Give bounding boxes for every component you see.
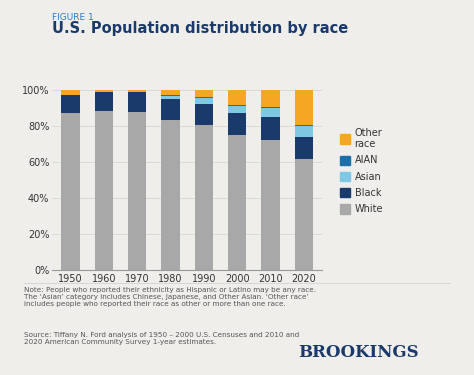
Bar: [262, 140, 280, 270]
Bar: [195, 104, 213, 126]
Text: Source: Tiffany N. Ford analysis of 1950 – 2000 U.S. Censuses and 2010 and
2020 : Source: Tiffany N. Ford analysis of 1950…: [24, 332, 299, 345]
Bar: [195, 90, 213, 97]
Bar: [295, 137, 313, 159]
Bar: [61, 90, 80, 94]
Bar: [95, 111, 113, 270]
Bar: [95, 92, 113, 111]
Bar: [161, 90, 180, 95]
Bar: [295, 90, 313, 125]
Text: Note: People who reported their ethnicity as Hispanic or Latino may be any race.: Note: People who reported their ethnicit…: [24, 287, 316, 307]
Bar: [195, 99, 213, 104]
Bar: [128, 90, 146, 92]
Text: U.S. Population distribution by race: U.S. Population distribution by race: [52, 21, 348, 36]
Legend: Other
race, AIAN, Asian, Black, White: Other race, AIAN, Asian, Black, White: [338, 126, 385, 216]
Bar: [228, 90, 246, 105]
Bar: [262, 90, 280, 107]
Bar: [161, 99, 180, 120]
Text: FIGURE 1: FIGURE 1: [52, 13, 94, 22]
Bar: [61, 112, 80, 270]
Bar: [128, 112, 146, 270]
Bar: [295, 125, 313, 126]
Bar: [228, 112, 246, 135]
Text: BROOKINGS: BROOKINGS: [299, 344, 419, 361]
Bar: [295, 159, 313, 270]
Bar: [228, 105, 246, 106]
Bar: [262, 107, 280, 108]
Bar: [161, 96, 180, 99]
Bar: [295, 126, 313, 137]
Bar: [228, 135, 246, 270]
Bar: [161, 120, 180, 270]
Bar: [195, 97, 213, 99]
Bar: [128, 92, 146, 112]
Bar: [161, 95, 180, 96]
Bar: [95, 90, 113, 92]
Bar: [228, 106, 246, 112]
Bar: [61, 94, 80, 112]
Bar: [195, 126, 213, 270]
Bar: [262, 117, 280, 140]
Bar: [262, 108, 280, 117]
